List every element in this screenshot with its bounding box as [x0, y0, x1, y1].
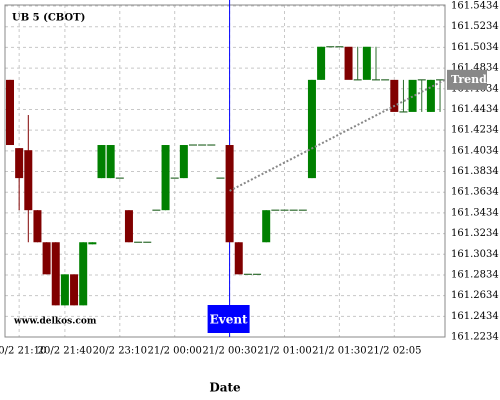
y-tick-label: 161.4434 [451, 104, 499, 115]
y-tick-label: 161.2834 [451, 269, 499, 280]
event-label: Event [210, 313, 248, 327]
candle-body [24, 150, 33, 211]
candle-body [390, 79, 399, 112]
candle-body [408, 79, 417, 112]
y-tick-label: 161.5434 [451, 1, 499, 12]
y-tick-label: 161.4834 [451, 63, 499, 74]
trend-label: Trend [451, 73, 487, 86]
candle-body [70, 274, 79, 306]
candle-body [97, 145, 106, 179]
x-tick-label: 21/2 01:00 [257, 346, 311, 357]
y-tick-label: 161.3634 [451, 187, 499, 198]
candle-body [42, 242, 51, 275]
x-tick-label: 21/2 00:30 [202, 346, 256, 357]
y-tick-label: 161.2234 [451, 332, 499, 343]
candle-body [262, 210, 271, 243]
y-tick-label: 161.3434 [451, 207, 499, 218]
chart-title: UB 5 (CBOT) [12, 13, 85, 24]
candle-body [60, 274, 69, 306]
y-tick-label: 161.4034 [451, 145, 499, 156]
y-tick-label: 161.3834 [451, 166, 499, 177]
candle-body [317, 46, 326, 80]
watermark: www.delkos.com [13, 317, 97, 327]
candle-body [88, 242, 97, 245]
x-tick-label: 20/2 23:10 [93, 346, 147, 357]
plot-frame [4, 4, 446, 338]
candle-body [106, 145, 115, 179]
candle-body [234, 242, 243, 275]
candle-body [344, 46, 353, 80]
candle-body [15, 148, 24, 179]
candle-body [79, 242, 88, 306]
y-tick-label: 161.3234 [451, 228, 499, 239]
event-label-box [207, 305, 250, 333]
trend-label-box [447, 69, 487, 90]
y-tick-label: 161.5034 [451, 42, 499, 53]
candle-body [33, 210, 42, 243]
trend-line [229, 78, 446, 192]
candle-body [6, 79, 14, 146]
candle-body [124, 210, 133, 243]
candle-body [225, 145, 234, 243]
x-tick-label: 21/2 00:00 [147, 346, 201, 357]
y-tick-label: 161.4234 [451, 125, 499, 136]
candle-body [426, 79, 435, 112]
candle-body [362, 46, 371, 80]
x-tick-label: 21/2 01:30 [312, 346, 366, 357]
y-tick-label: 161.2434 [451, 311, 499, 322]
x-tick-label: 20/2 21:40 [38, 346, 92, 357]
candle-body [161, 145, 170, 211]
y-tick-label: 161.3034 [451, 249, 499, 260]
x-axis-title: Date [209, 381, 241, 395]
x-tick-label: 21/2 02:05 [367, 346, 421, 357]
candle-body [51, 242, 60, 306]
x-tick-label: 20/2 21:10 [0, 346, 46, 357]
candle-body [307, 79, 316, 179]
candle-body [179, 145, 188, 179]
y-tick-label: 161.2634 [451, 290, 499, 301]
y-tick-label: 161.5234 [451, 21, 499, 32]
